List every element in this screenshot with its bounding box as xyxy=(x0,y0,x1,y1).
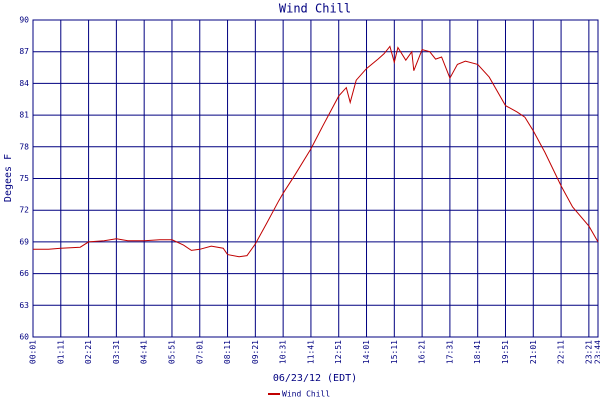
y-tick-label: 66 xyxy=(19,269,29,278)
y-tick-label: 69 xyxy=(19,237,29,246)
y-tick-label: 90 xyxy=(19,16,29,25)
x-tick-label: 02:21 xyxy=(84,340,93,364)
x-tick-label: 01:11 xyxy=(56,340,65,364)
x-tick-label: 07:01 xyxy=(195,340,204,364)
y-tick-label: 63 xyxy=(19,301,29,310)
x-tick-label: 15:11 xyxy=(390,340,399,364)
x-tick-label: 05:51 xyxy=(167,340,176,364)
y-tick-label: 84 xyxy=(19,79,29,88)
x-tick-label: 23:44 xyxy=(594,340,600,364)
x-tick-label: 18:41 xyxy=(473,340,482,364)
x-tick-label: 03:31 xyxy=(112,340,121,364)
x-tick-label: 22:11 xyxy=(557,340,566,364)
y-tick-label: 60 xyxy=(19,333,29,342)
chart-title: Wind Chill xyxy=(279,2,351,16)
x-tick-label: 23:21 xyxy=(584,340,593,364)
plot-border xyxy=(32,19,599,338)
x-tick-label: 08:11 xyxy=(223,340,232,364)
y-tick-label: 75 xyxy=(19,174,29,183)
legend-label: Wind Chill xyxy=(282,390,330,399)
x-tick-label: 16:21 xyxy=(418,340,427,364)
x-tick-label: 21:01 xyxy=(529,340,538,364)
x-axis-label: 06/23/12 (EDT) xyxy=(273,373,357,384)
x-tick-label: 17:31 xyxy=(445,340,454,364)
x-tick-label: 09:21 xyxy=(251,340,260,364)
y-tick-label: 81 xyxy=(19,111,29,120)
y-tick-label: 78 xyxy=(19,142,29,151)
x-tick-label: 11:41 xyxy=(306,340,315,364)
y-axis-label: Degees F xyxy=(3,154,14,202)
x-tick-label: 04:41 xyxy=(140,340,149,364)
y-tick-label: 72 xyxy=(19,206,29,215)
data-line xyxy=(33,45,599,258)
x-tick-label: 12:51 xyxy=(334,340,343,364)
x-tick-label: 19:51 xyxy=(501,340,510,364)
x-tick-label: 00:01 xyxy=(29,340,38,364)
x-tick-label: 14:01 xyxy=(362,340,371,364)
y-tick-label: 87 xyxy=(19,47,29,56)
x-tick-label: 10:31 xyxy=(279,340,288,364)
